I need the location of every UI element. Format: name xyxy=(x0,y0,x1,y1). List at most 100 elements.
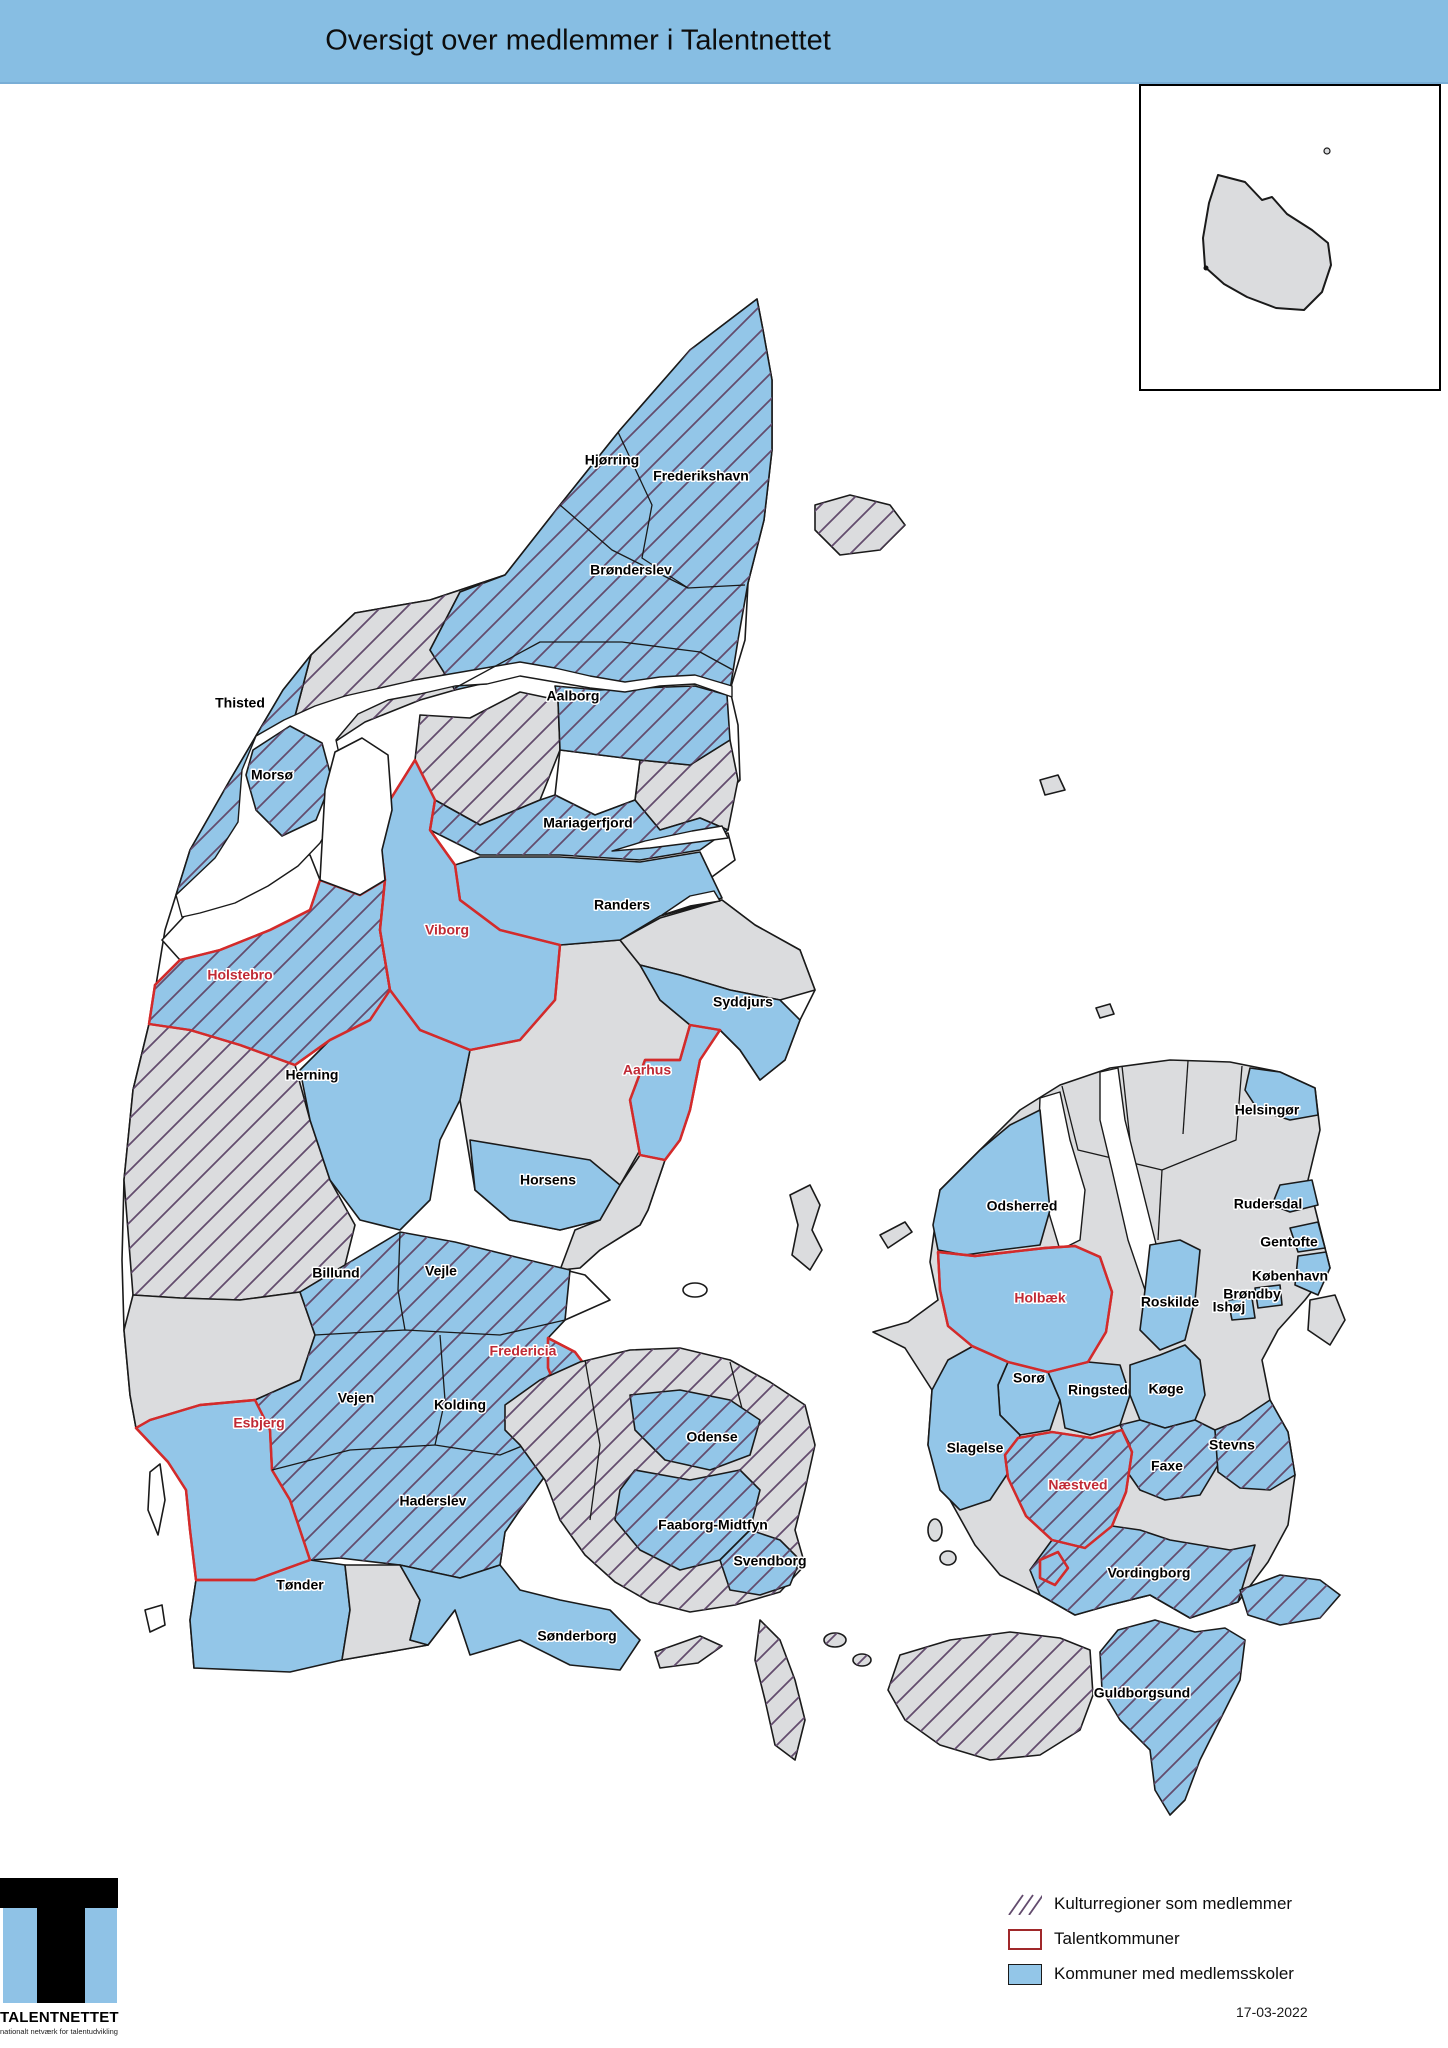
island-anholt xyxy=(1039,774,1066,796)
legend-label: Talentkommuner xyxy=(1054,1929,1180,1948)
bornholm-harbor-dot xyxy=(1203,265,1209,271)
water-mariager-fjord xyxy=(611,825,729,852)
map-label-horsens: Horsens xyxy=(520,1172,576,1188)
map-label-guldborgsund: Guldborgsund xyxy=(1094,1685,1190,1701)
legend-item-kulturregioner: Kulturregioner som medlemmer xyxy=(1008,1892,1294,1916)
legend-label: Kulturregioner som medlemmer xyxy=(1054,1894,1293,1913)
municipality-horsens xyxy=(469,1139,621,1231)
map-label-køge: Køge xyxy=(1149,1381,1184,1397)
map-label-roskilde: Roskilde xyxy=(1141,1294,1200,1310)
map-label-odense: Odense xyxy=(686,1429,738,1445)
map-label-vejen: Vejen xyxy=(338,1390,375,1406)
island-omo xyxy=(939,1550,957,1566)
island-fano xyxy=(147,1463,166,1536)
map-labels: Hjørring Frederikshavn Brønderslev Thisted A… xyxy=(206,450,1330,1702)
logo-t-bar xyxy=(0,1878,118,1908)
map-label-mariagerfjord: Mariagerfjord xyxy=(543,815,632,831)
island-samso xyxy=(789,1184,823,1271)
border-aalborg-north xyxy=(454,641,734,689)
logo-t-stem xyxy=(37,1908,85,2003)
page-title: Oversigt over medlemmer i Talentnettet xyxy=(325,24,831,57)
map-label-hjørring: Hjørring xyxy=(585,452,639,468)
border-bronderslev xyxy=(559,504,689,589)
map-label-morsø: Morsø xyxy=(251,767,293,783)
map-label-holbæk: Holbæk xyxy=(1014,1290,1066,1306)
border-north-zealand-2 xyxy=(1121,1065,1131,1141)
map-label-gentofte: Gentofte xyxy=(1260,1234,1318,1250)
legend-item-medlemsskoler: Kommuner med medlemsskoler xyxy=(1008,1962,1294,1986)
map-label-svendborg: Svendborg xyxy=(733,1553,806,1569)
legend-label: Kommuner med medlemsskoler xyxy=(1054,1964,1294,1983)
municipality-ishoj xyxy=(1227,1297,1256,1321)
municipality-koge xyxy=(1129,1344,1206,1429)
border-north-zealand-4 xyxy=(1157,1169,1163,1241)
logo-blue-left xyxy=(3,1908,37,2003)
map-label-holstebro: Holstebro xyxy=(207,967,272,983)
map-label-billund: Billund xyxy=(312,1265,359,1281)
map-label-vejle: Vejle xyxy=(425,1263,457,1279)
map-label-ringsted: Ringsted xyxy=(1068,1382,1128,1398)
island-amager xyxy=(1307,1294,1346,1346)
municipality-gentofte xyxy=(1289,1221,1326,1253)
border-assens xyxy=(584,1359,601,1521)
water-randers-fjord xyxy=(661,890,721,916)
logo-tagline: nationalt netværk for talentudvikling xyxy=(0,2027,118,2036)
map-label-randers: Randers xyxy=(594,897,650,913)
map-label-brøndby: Brøndby xyxy=(1223,1286,1281,1302)
map-label-odsherred: Odsherred xyxy=(987,1198,1058,1214)
municipality-slagelse xyxy=(927,1344,1021,1511)
island-agerso xyxy=(927,1518,943,1542)
red-outline-swatch-icon xyxy=(1008,1928,1042,1950)
map-label-næstved: Næstved xyxy=(1048,1477,1107,1493)
map-label-brønderslev: Brønderslev xyxy=(590,562,672,578)
map-label-kolding: Kolding xyxy=(434,1397,486,1413)
island-sejero xyxy=(879,1221,913,1249)
border-vejen-haderslev xyxy=(271,1444,436,1471)
municipality-syddjurs xyxy=(639,964,801,1081)
legend-item-talentkommuner: Talentkommuner xyxy=(1008,1927,1294,1951)
map-label-aarhus: Aarhus xyxy=(623,1062,671,1078)
map-label-haderslev: Haderslev xyxy=(400,1493,467,1509)
map-label-helsingør: Helsingør xyxy=(1235,1102,1300,1118)
municipality-kobenhavn xyxy=(1294,1251,1331,1296)
island-endelave xyxy=(682,1282,708,1298)
hatch-swatch-icon xyxy=(1008,1893,1042,1915)
legend: Kulturregioner som medlemmer Talentkommu… xyxy=(1008,1892,1294,1997)
map-label-sorø: Sorø xyxy=(1013,1370,1045,1386)
border-vejen-kolding xyxy=(434,1334,446,1446)
municipality-roskilde xyxy=(1139,1239,1201,1351)
ertholmene-island xyxy=(1323,147,1331,155)
map-label-faaborg-midtfyn: Faaborg-Midtfyn xyxy=(658,1517,768,1533)
map-label-vordingborg: Vordingborg xyxy=(1108,1565,1191,1581)
region-skive-salling xyxy=(319,737,393,896)
map-label-rudersdal: Rudersdal xyxy=(1234,1196,1302,1212)
map-label-syddjurs: Syddjurs xyxy=(713,994,773,1010)
map-label-frederikshavn: Frederikshavn xyxy=(653,468,749,484)
talentnettet-logo: TALENTNETTET nationalt netværk for talen… xyxy=(0,1878,130,2036)
map-label-sønderborg: Sønderborg xyxy=(537,1628,616,1644)
island-romo xyxy=(144,1604,166,1633)
border-north-zealand-3 xyxy=(1182,1060,1189,1135)
island-hesselo xyxy=(1095,1003,1115,1019)
logo-t-body xyxy=(0,1908,118,2003)
map-label-aalborg: Aalborg xyxy=(547,688,600,704)
map-label-københavn: København xyxy=(1252,1268,1328,1284)
municipality-odsherred xyxy=(932,1109,1051,1256)
map-label-esbjerg: Esbjerg xyxy=(233,1415,284,1431)
map-label-faxe: Faxe xyxy=(1151,1458,1183,1474)
map-label-tønder: Tønder xyxy=(276,1577,324,1593)
title-banner: Oversigt over medlemmer i Talentnettet xyxy=(0,0,1448,84)
municipality-brondby xyxy=(1254,1284,1283,1309)
map-label-herning: Herning xyxy=(286,1067,339,1083)
border-billund-vejen xyxy=(314,1319,566,1336)
border-frederikshavn xyxy=(617,431,746,589)
map-label-thisted: Thisted xyxy=(215,695,265,711)
map-date: 17-03-2022 xyxy=(1236,2004,1308,2020)
municipality-helsingor xyxy=(1244,1067,1319,1121)
map-label-slagelse: Slagelse xyxy=(947,1440,1004,1456)
map-label-viborg: Viborg xyxy=(425,922,469,938)
logo-blue-right xyxy=(85,1908,117,2003)
logo-name: TALENTNETTET xyxy=(0,2009,119,2026)
